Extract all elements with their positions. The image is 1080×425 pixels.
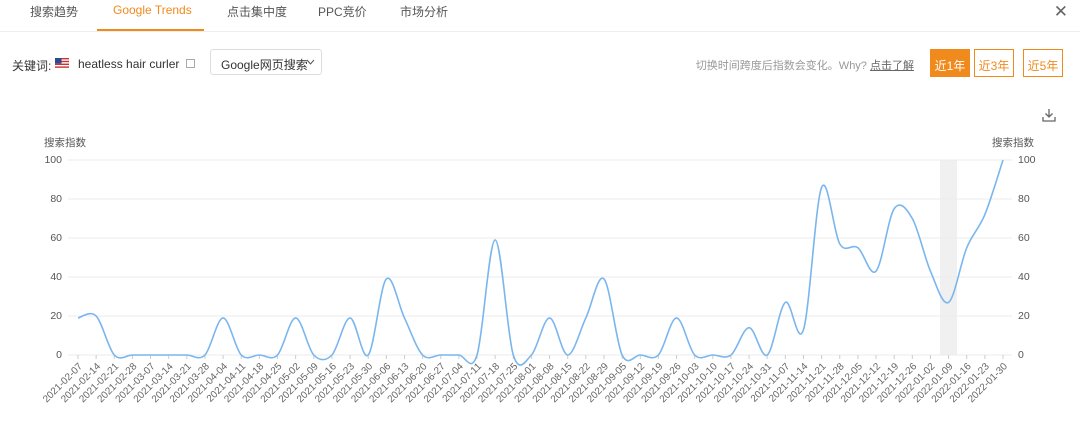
- y2-axis-title: 搜索指数: [992, 136, 1034, 149]
- range-button[interactable]: 近5年: [1023, 49, 1063, 77]
- active-indicator: [97, 29, 204, 31]
- y-tick-label: 40: [50, 271, 62, 283]
- keyword-label: 关键词:: [12, 59, 52, 73]
- y-tick-label: 100: [44, 154, 62, 166]
- close-button[interactable]: ✕: [1053, 2, 1068, 21]
- select-text: Google网页搜索: [221, 58, 308, 72]
- range-button[interactable]: 近1年: [930, 49, 970, 77]
- y2-tick-label: 60: [1018, 232, 1030, 244]
- chevron: [306, 59, 315, 65]
- notice-text: 切换时间跨度后指数会变化。Why?: [695, 60, 867, 72]
- keyword: heatless hair curler: [78, 57, 180, 71]
- tab-bar: 搜索趋势 Google Trends 点击集中度 PPC竞价 市场分析 ✕: [0, 0, 1080, 32]
- y-tick-label: 0: [56, 349, 62, 361]
- search-type-select[interactable]: Google网页搜索: [210, 49, 322, 75]
- y2-tick-label: 0: [1018, 349, 1024, 361]
- y2-tick-label: 40: [1018, 271, 1030, 283]
- trend-line: [77, 159, 1004, 366]
- external-link-icon[interactable]: [186, 59, 195, 68]
- tab[interactable]: 市场分析: [400, 5, 449, 19]
- y-tick-label: 60: [50, 232, 62, 244]
- y-tick-label: 80: [50, 193, 62, 205]
- y-tick-label: 20: [50, 310, 62, 322]
- tab[interactable]: 搜索趋势: [30, 5, 79, 19]
- flag-icon: [55, 58, 69, 68]
- tab[interactable]: 点击集中度: [227, 5, 288, 19]
- range-button[interactable]: 近3年: [974, 49, 1014, 77]
- notice-link[interactable]: 点击了解: [870, 60, 914, 72]
- y2-tick-label: 20: [1018, 310, 1030, 322]
- y2-tick-label: 100: [1018, 154, 1036, 166]
- y2-tick-label: 80: [1018, 193, 1030, 205]
- download-icon[interactable]: [1041, 107, 1057, 123]
- tab[interactable]: Google Trends: [113, 3, 192, 17]
- hover-band: [940, 160, 957, 355]
- notice: 切换时间跨度后指数会变化。Why? 点击了解: [696, 57, 914, 73]
- y-axis-title: 搜索指数: [44, 136, 86, 149]
- tab[interactable]: PPC竞价: [318, 5, 367, 19]
